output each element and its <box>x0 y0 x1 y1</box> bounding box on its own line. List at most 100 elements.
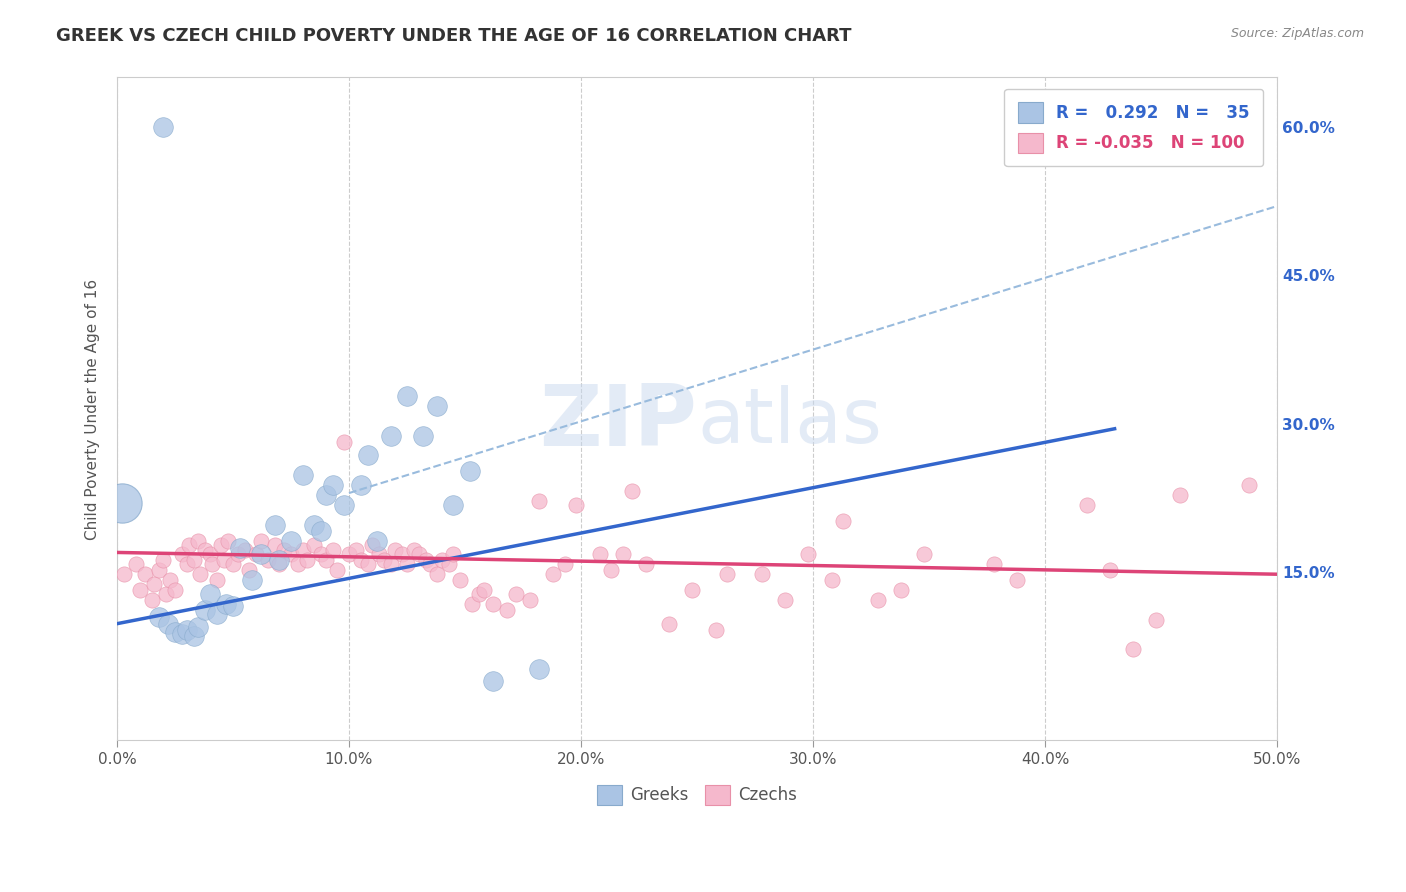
Point <box>190 567 212 582</box>
Point <box>309 524 332 538</box>
Point <box>291 543 314 558</box>
Point <box>1005 573 1028 587</box>
Point <box>983 558 1005 572</box>
Point <box>449 573 471 587</box>
Point <box>302 537 325 551</box>
Point <box>148 609 170 624</box>
Point <box>1076 498 1098 512</box>
Point <box>326 563 349 577</box>
Y-axis label: Child Poverty Under the Age of 16: Child Poverty Under the Age of 16 <box>86 278 100 540</box>
Point <box>361 537 384 551</box>
Point <box>519 593 541 607</box>
Point <box>612 548 634 562</box>
Point <box>194 543 217 558</box>
Point <box>176 558 198 572</box>
Point <box>344 543 367 558</box>
Text: GREEK VS CZECH CHILD POVERTY UNDER THE AGE OF 16 CORRELATION CHART: GREEK VS CZECH CHILD POVERTY UNDER THE A… <box>56 27 852 45</box>
Point <box>156 616 179 631</box>
Point <box>380 428 402 442</box>
Point <box>349 478 371 492</box>
Point <box>152 553 174 567</box>
Point <box>415 553 437 567</box>
Point <box>349 553 371 567</box>
Point <box>322 543 344 558</box>
Point <box>820 573 842 587</box>
Point <box>229 541 252 555</box>
Point <box>1144 613 1167 627</box>
Point <box>426 399 449 413</box>
Point <box>269 553 291 567</box>
Point <box>112 567 135 582</box>
Point <box>187 620 209 634</box>
Point <box>148 563 170 577</box>
Point <box>1168 488 1191 502</box>
Point <box>163 624 186 639</box>
Point <box>408 548 430 562</box>
Point <box>256 553 278 567</box>
Point <box>170 626 193 640</box>
Point <box>468 587 491 601</box>
Point <box>529 662 551 676</box>
Point <box>373 553 395 567</box>
Point <box>441 548 464 562</box>
Point <box>124 558 146 572</box>
Point <box>187 533 209 548</box>
Point <box>333 434 356 449</box>
Point <box>129 582 152 597</box>
Point <box>356 558 378 572</box>
Point <box>280 548 302 562</box>
Point <box>337 548 360 562</box>
Point <box>890 582 912 597</box>
Point <box>297 553 319 567</box>
Text: atlas: atlas <box>697 385 882 459</box>
Point <box>110 496 132 510</box>
Point <box>472 582 495 597</box>
Point <box>198 548 221 562</box>
Point <box>287 558 309 572</box>
Point <box>412 428 434 442</box>
Point <box>222 599 245 613</box>
Point <box>222 558 245 572</box>
Legend: Greeks, Czechs: Greeks, Czechs <box>591 778 804 812</box>
Point <box>797 548 820 562</box>
Point <box>315 553 337 567</box>
Point <box>183 553 205 567</box>
Point <box>177 537 200 551</box>
Point <box>1237 478 1260 492</box>
Point <box>194 603 217 617</box>
Point <box>1098 563 1121 577</box>
Point <box>159 573 181 587</box>
Point <box>291 468 314 483</box>
Point <box>529 494 551 508</box>
Point <box>621 484 644 499</box>
Point <box>212 553 235 567</box>
Point <box>134 567 156 582</box>
Point <box>315 488 337 502</box>
Point <box>716 567 738 582</box>
Point <box>163 582 186 597</box>
Point <box>322 478 344 492</box>
Point <box>333 498 356 512</box>
Point <box>152 120 174 134</box>
Point <box>541 567 564 582</box>
Point <box>269 558 291 572</box>
Point <box>217 533 239 548</box>
Point <box>280 533 302 548</box>
Point <box>273 543 295 558</box>
Point <box>395 389 418 403</box>
Point <box>482 597 505 611</box>
Point <box>141 593 163 607</box>
Point <box>482 674 505 689</box>
Point <box>426 567 449 582</box>
Point <box>634 558 657 572</box>
Point <box>155 587 177 601</box>
Point <box>1122 642 1144 657</box>
Point <box>704 623 727 637</box>
Point <box>198 587 221 601</box>
Point <box>430 553 453 567</box>
Point <box>215 597 238 611</box>
Point <box>384 543 406 558</box>
Point <box>170 548 193 562</box>
Point <box>250 533 273 548</box>
Point <box>773 593 796 607</box>
